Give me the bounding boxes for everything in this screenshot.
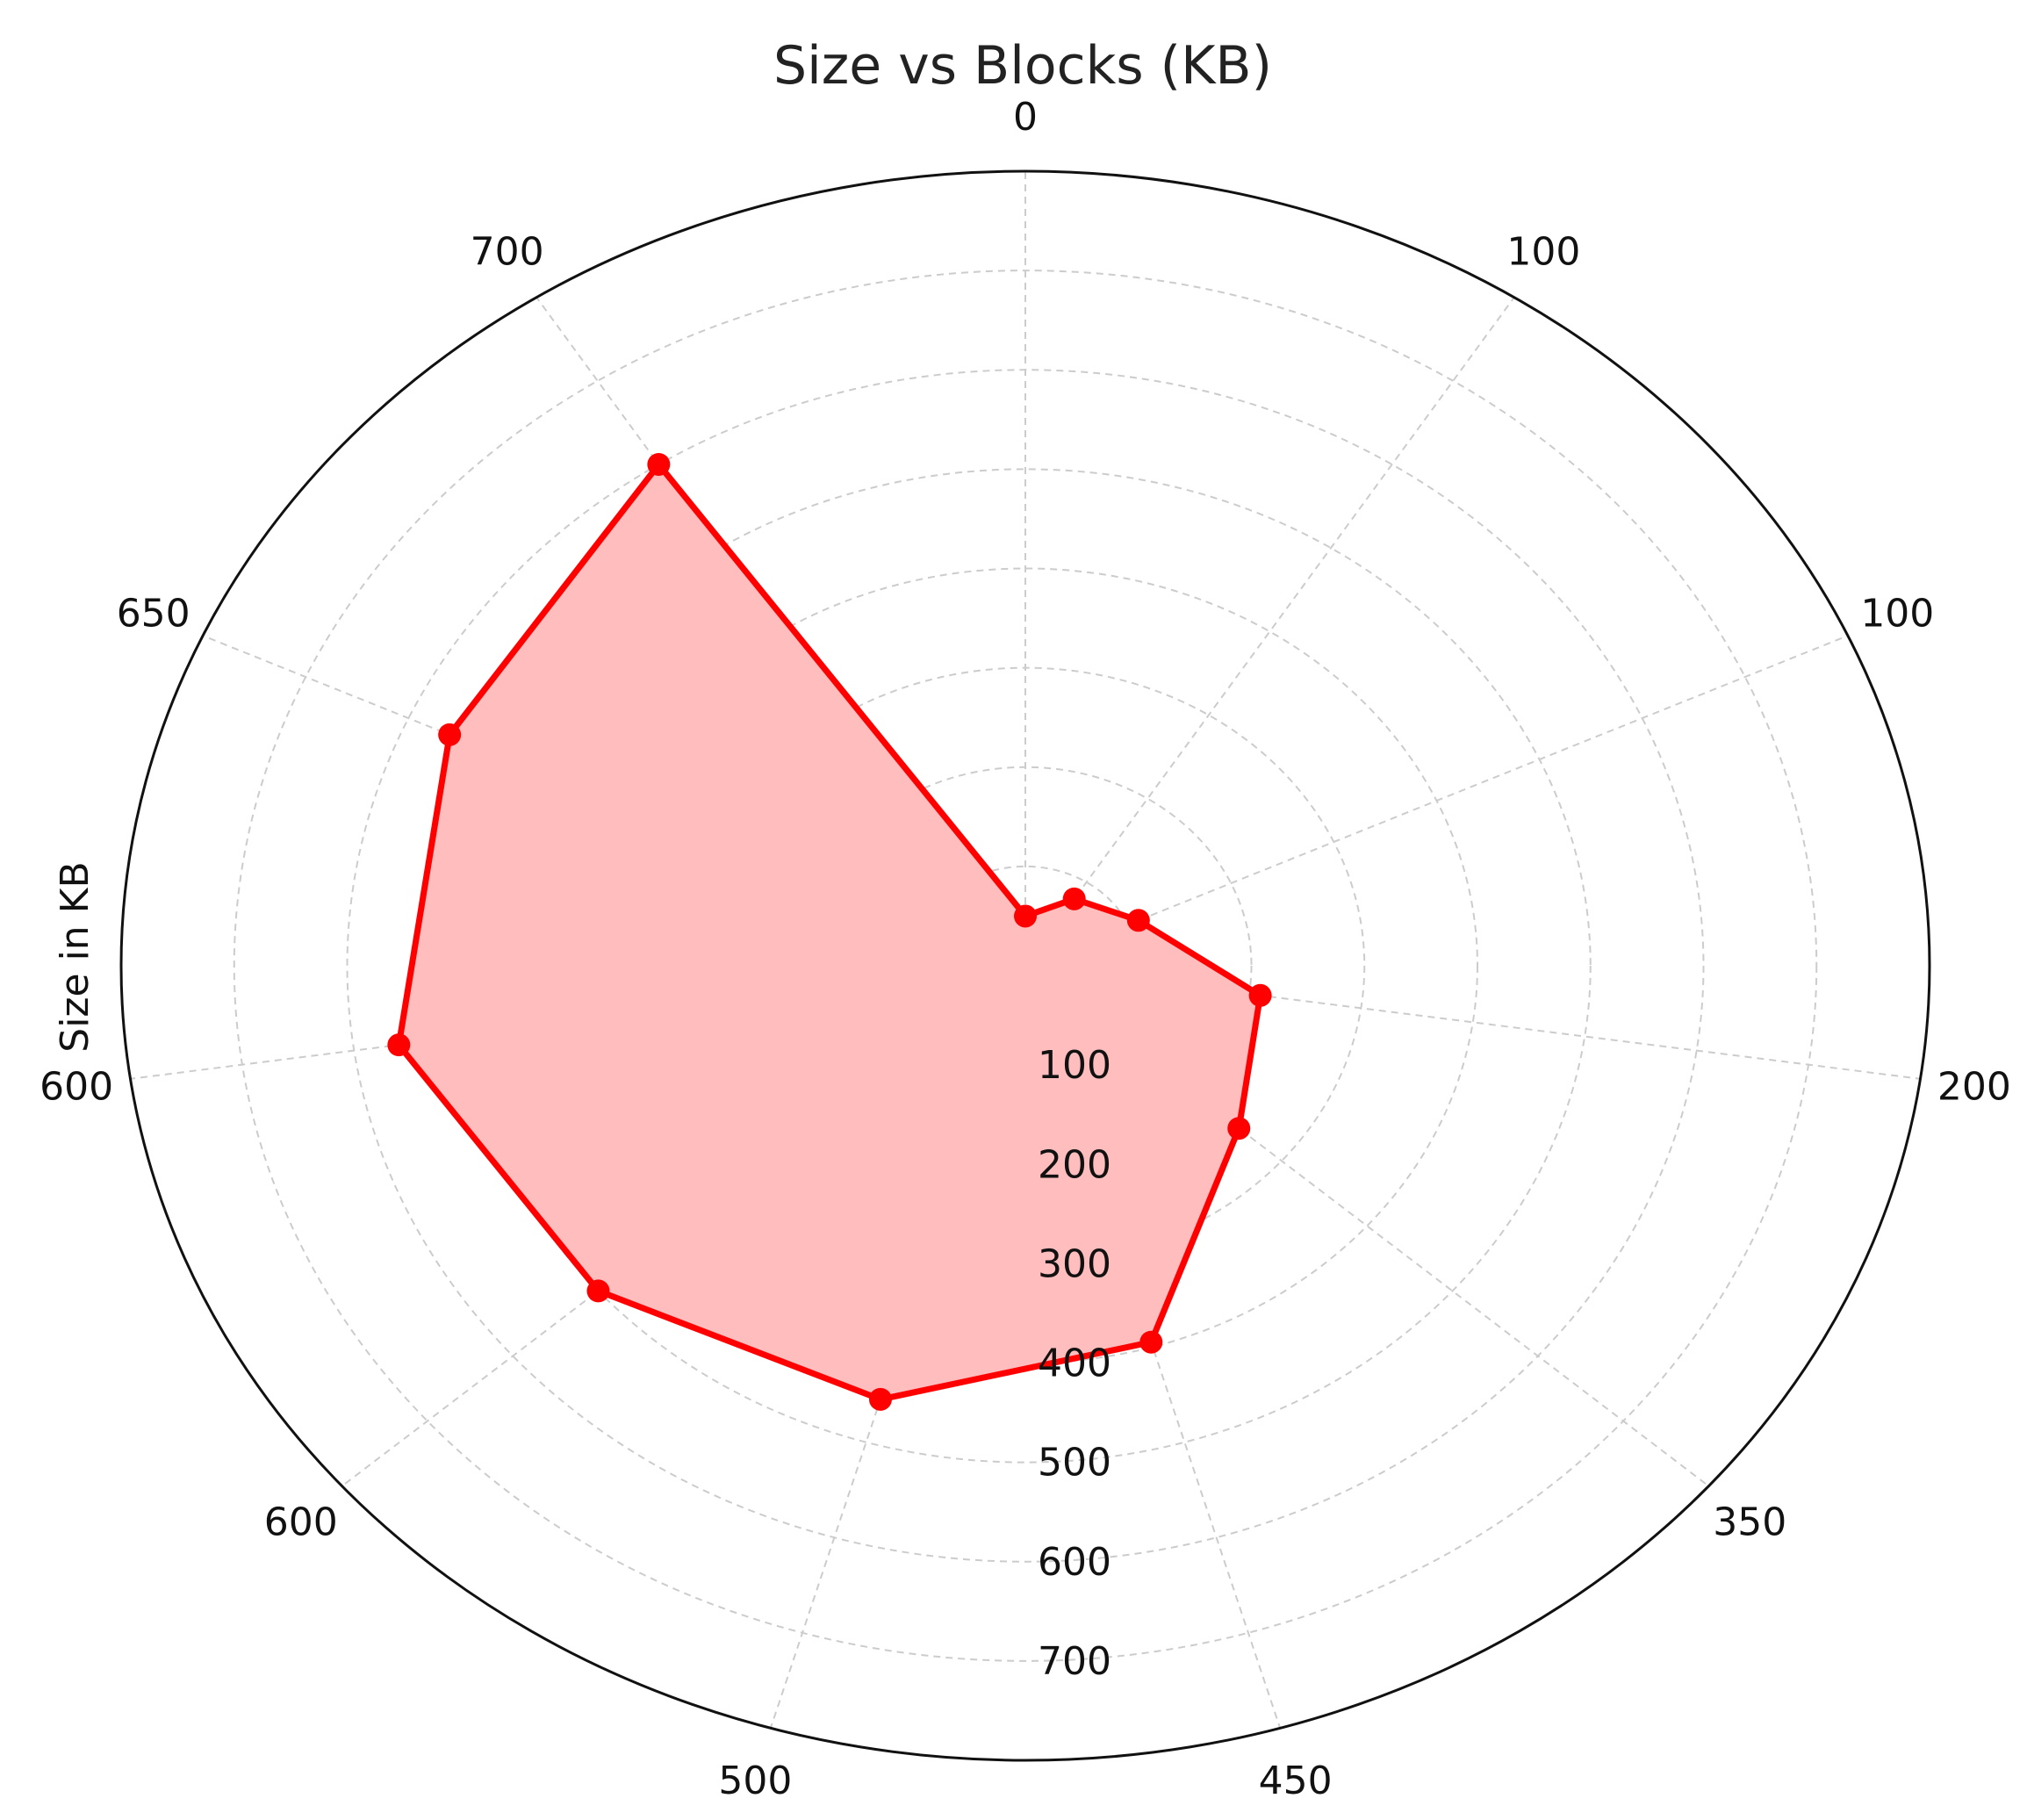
grid-spoke	[1024, 635, 1849, 967]
angular-tick-label: 600	[40, 1065, 113, 1110]
angular-tick-label: 700	[471, 230, 544, 275]
outer-frame	[119, 169, 1931, 1762]
angular-tick-label: 100	[1860, 591, 1934, 636]
data-point	[438, 723, 462, 746]
chart-title: Size vs Blocks (KB)	[773, 35, 1272, 97]
data-point	[586, 1279, 610, 1303]
data-point	[647, 452, 671, 476]
angular-tick-label: 600	[264, 1500, 338, 1544]
angular-tick-label: 650	[117, 591, 190, 636]
data-point	[1227, 1117, 1251, 1140]
grid-spoke	[1024, 965, 1710, 1487]
angular-tick-label: 450	[1259, 1759, 1333, 1803]
data-point	[1139, 1330, 1163, 1354]
radial-tick-label: 400	[1038, 1342, 1111, 1386]
radial-tick-label: 200	[1038, 1142, 1111, 1187]
radial-tick-label: 100	[1038, 1043, 1111, 1088]
angular-tick-label: 500	[718, 1759, 792, 1803]
y-axis-label: Size in KB	[53, 861, 97, 1052]
radial-tick-label: 300	[1038, 1241, 1111, 1286]
radial-tick-labels: 100 200 300 400 500 600 700	[1038, 1043, 1111, 1684]
grid-spoke	[1024, 965, 1282, 1729]
radial-tick-label: 600	[1038, 1540, 1111, 1585]
series-layer	[387, 452, 1272, 1411]
angular-tick-label: 350	[1713, 1500, 1786, 1544]
angular-tick-labels: 0 100 100 200 350 450 500 600 600 650 700	[40, 95, 2011, 1803]
radial-tick-label: 700	[1038, 1639, 1111, 1684]
data-point	[387, 1033, 411, 1057]
data-point	[1062, 887, 1086, 910]
data-point	[1248, 983, 1272, 1007]
angular-tick-label: 0	[1013, 95, 1038, 140]
grid-ring	[459, 468, 1592, 1464]
data-point	[1126, 909, 1150, 932]
grid-spoke	[769, 965, 1026, 1729]
grid-spoke	[1024, 297, 1515, 967]
data-point	[868, 1387, 892, 1411]
radial-tick-label: 500	[1038, 1441, 1111, 1485]
angular-tick-label: 200	[1937, 1065, 2011, 1110]
angular-tick-label: 100	[1506, 230, 1580, 275]
grid-spoke	[341, 965, 1026, 1487]
data-point	[1014, 904, 1037, 928]
series-area	[399, 464, 1261, 1399]
